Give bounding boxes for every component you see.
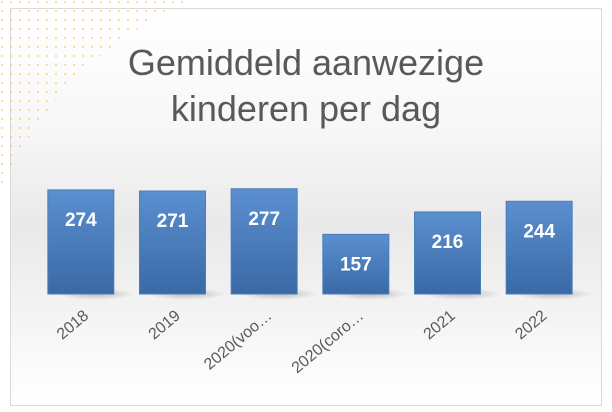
chart-title: Gemiddeld aanwezige kinderen per dag — [127, 42, 485, 129]
bar — [139, 190, 206, 295]
bar — [47, 189, 115, 295]
data-label: 157 — [340, 254, 372, 275]
bar — [414, 211, 481, 295]
x-tick-label: 2019 — [146, 307, 184, 343]
x-tick-label: 2020(voo… — [201, 307, 275, 373]
x-tick-label: 2022 — [512, 307, 550, 343]
decoration — [0, 0, 190, 190]
data-label: 277 — [248, 209, 280, 230]
bar — [322, 233, 390, 295]
data-label: 274 — [65, 210, 97, 231]
x-tick-label: 2021 — [421, 307, 459, 343]
data-label: 216 — [432, 232, 464, 253]
x-tick-label: 2018 — [54, 307, 92, 343]
data-label: 244 — [523, 221, 555, 242]
data-label: 271 — [157, 211, 189, 232]
bar — [505, 200, 573, 295]
x-tick-label: 2020(coro… — [289, 307, 367, 377]
bar — [230, 188, 298, 295]
